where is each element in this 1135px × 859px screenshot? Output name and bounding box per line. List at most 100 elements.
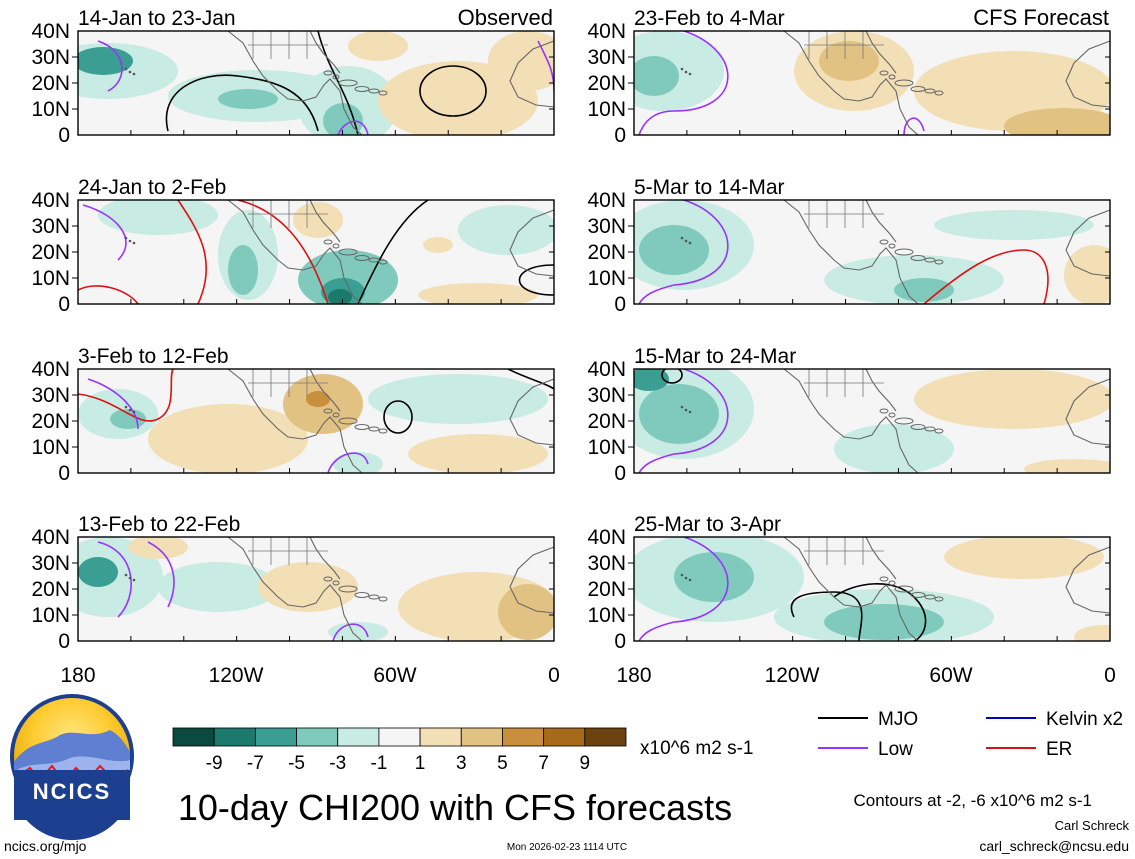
coastline [509, 209, 555, 277]
coastline [309, 536, 341, 580]
panel-title: 3-Feb to 12-Feb [78, 345, 229, 368]
island-dot [688, 241, 692, 245]
island-outline [910, 86, 926, 92]
island-outline [368, 426, 380, 432]
island-dot [688, 410, 692, 414]
panel-1 [78, 31, 554, 135]
coastline [1065, 378, 1111, 446]
island-outline [910, 255, 926, 261]
y-tick-label: 30N [587, 46, 626, 69]
island-dot [124, 573, 128, 577]
island-outline [323, 408, 333, 414]
panel-overlay: 24-Jan to 2-Feb 40N 30N 20N 10N 0 [31, 176, 555, 316]
island-dot [688, 578, 692, 582]
colorbar-swatch [460, 727, 503, 747]
y-tick-label: 20N [31, 241, 70, 264]
island-outline [894, 417, 914, 425]
island-outline [934, 428, 944, 434]
island-dot [684, 239, 688, 243]
island-dot [124, 236, 128, 240]
coastline [227, 199, 363, 305]
island-dot [128, 408, 132, 412]
coastline [865, 368, 897, 412]
coastline [783, 30, 919, 136]
y-tick-label: 10N [31, 98, 70, 121]
coastline [865, 536, 897, 580]
island-dot [128, 576, 132, 580]
colorbar: -9 -7 -5 -3 -1 1 3 5 7 9 [172, 727, 627, 774]
x-tick-label: 120W [209, 664, 264, 687]
panel-title: 23-Feb to 4-Mar [634, 7, 785, 30]
coastline [865, 30, 897, 74]
colorbar-tick-label: 3 [456, 753, 467, 774]
y-tick-label: 30N [31, 215, 70, 238]
island-outline [910, 592, 926, 598]
y-tick-label: 40N [587, 358, 626, 381]
y-tick-label: 30N [31, 46, 70, 69]
colorbar-tick-label: -9 [206, 753, 223, 774]
panel-overlay: 23-Feb to 4-Mar 40N 30N 20N 10N 0 [587, 7, 1111, 147]
legend-label-er: ER [1046, 739, 1072, 760]
coastline [509, 40, 555, 108]
island-outline [354, 86, 370, 92]
island-outline [378, 259, 388, 265]
legend-label-kelvin: Kelvin x2 [1046, 709, 1123, 730]
legend-label-mjo: MJO [878, 709, 918, 730]
panel-title: 24-Jan to 2-Feb [78, 176, 226, 199]
panel-overlay: 14-Jan to 23-Jan 40N 30N 20N 10N 0 [31, 7, 555, 147]
y-tick-label: 20N [31, 410, 70, 433]
island-outline [879, 408, 889, 414]
panel-overlay: 5-Mar to 14-Mar 40N 30N 20N 10N 0 [587, 176, 1111, 316]
island-outline [924, 426, 936, 432]
coastline [1065, 40, 1111, 108]
y-tick-label: 0 [614, 630, 626, 653]
island-outline [323, 70, 333, 76]
island-outline [879, 576, 889, 582]
panel-3 [78, 369, 554, 473]
colorbar-tick-label: -7 [247, 753, 264, 774]
panel-title: 5-Mar to 14-Mar [634, 176, 785, 199]
panel-overlay: 13-Feb to 22-Feb 40N 30N 20N 10N 0 [31, 513, 555, 653]
island-dot [688, 72, 692, 76]
island-dot [124, 67, 128, 71]
y-tick-label: 30N [587, 215, 626, 238]
island-outline [910, 424, 926, 430]
island-dot [680, 573, 684, 577]
island-outline [354, 424, 370, 430]
column-header-forecast: CFS Forecast [973, 5, 1109, 30]
y-tick-label: 0 [58, 124, 70, 147]
y-tick-label: 40N [587, 20, 626, 43]
x-axis-right: 180 120W 60W 0 [616, 664, 1115, 687]
coastline [783, 368, 919, 474]
x-tick-label: 120W [765, 664, 820, 687]
coastline [783, 199, 919, 305]
coastline [509, 546, 555, 614]
footer-email: carl_schreck@ncsu.edu [979, 838, 1129, 854]
colorbar-tick-label: -1 [370, 753, 387, 774]
coastline [1065, 546, 1111, 614]
y-tick-label: 20N [587, 241, 626, 264]
island-dot [132, 578, 136, 582]
coastline [783, 536, 919, 642]
x-tick-label: 180 [616, 664, 651, 687]
island-outline [368, 594, 380, 600]
y-tick-label: 20N [587, 578, 626, 601]
coastline [227, 536, 363, 642]
footer-author: Carl Schreck [1055, 818, 1130, 833]
island-outline [368, 257, 380, 263]
island-outline [888, 580, 896, 586]
island-outline [338, 585, 358, 593]
island-outline [934, 596, 944, 602]
y-tick-label: 0 [58, 462, 70, 485]
coastline [509, 378, 555, 446]
island-outline [378, 596, 388, 602]
y-tick-label: 40N [31, 526, 70, 549]
island-dot [128, 239, 132, 243]
colorbar-swatch [213, 727, 256, 747]
y-tick-label: 10N [31, 267, 70, 290]
colorbar-swatch [254, 727, 297, 747]
colorbar-swatch [337, 727, 380, 747]
island-outline [378, 90, 388, 96]
island-dot [684, 70, 688, 74]
